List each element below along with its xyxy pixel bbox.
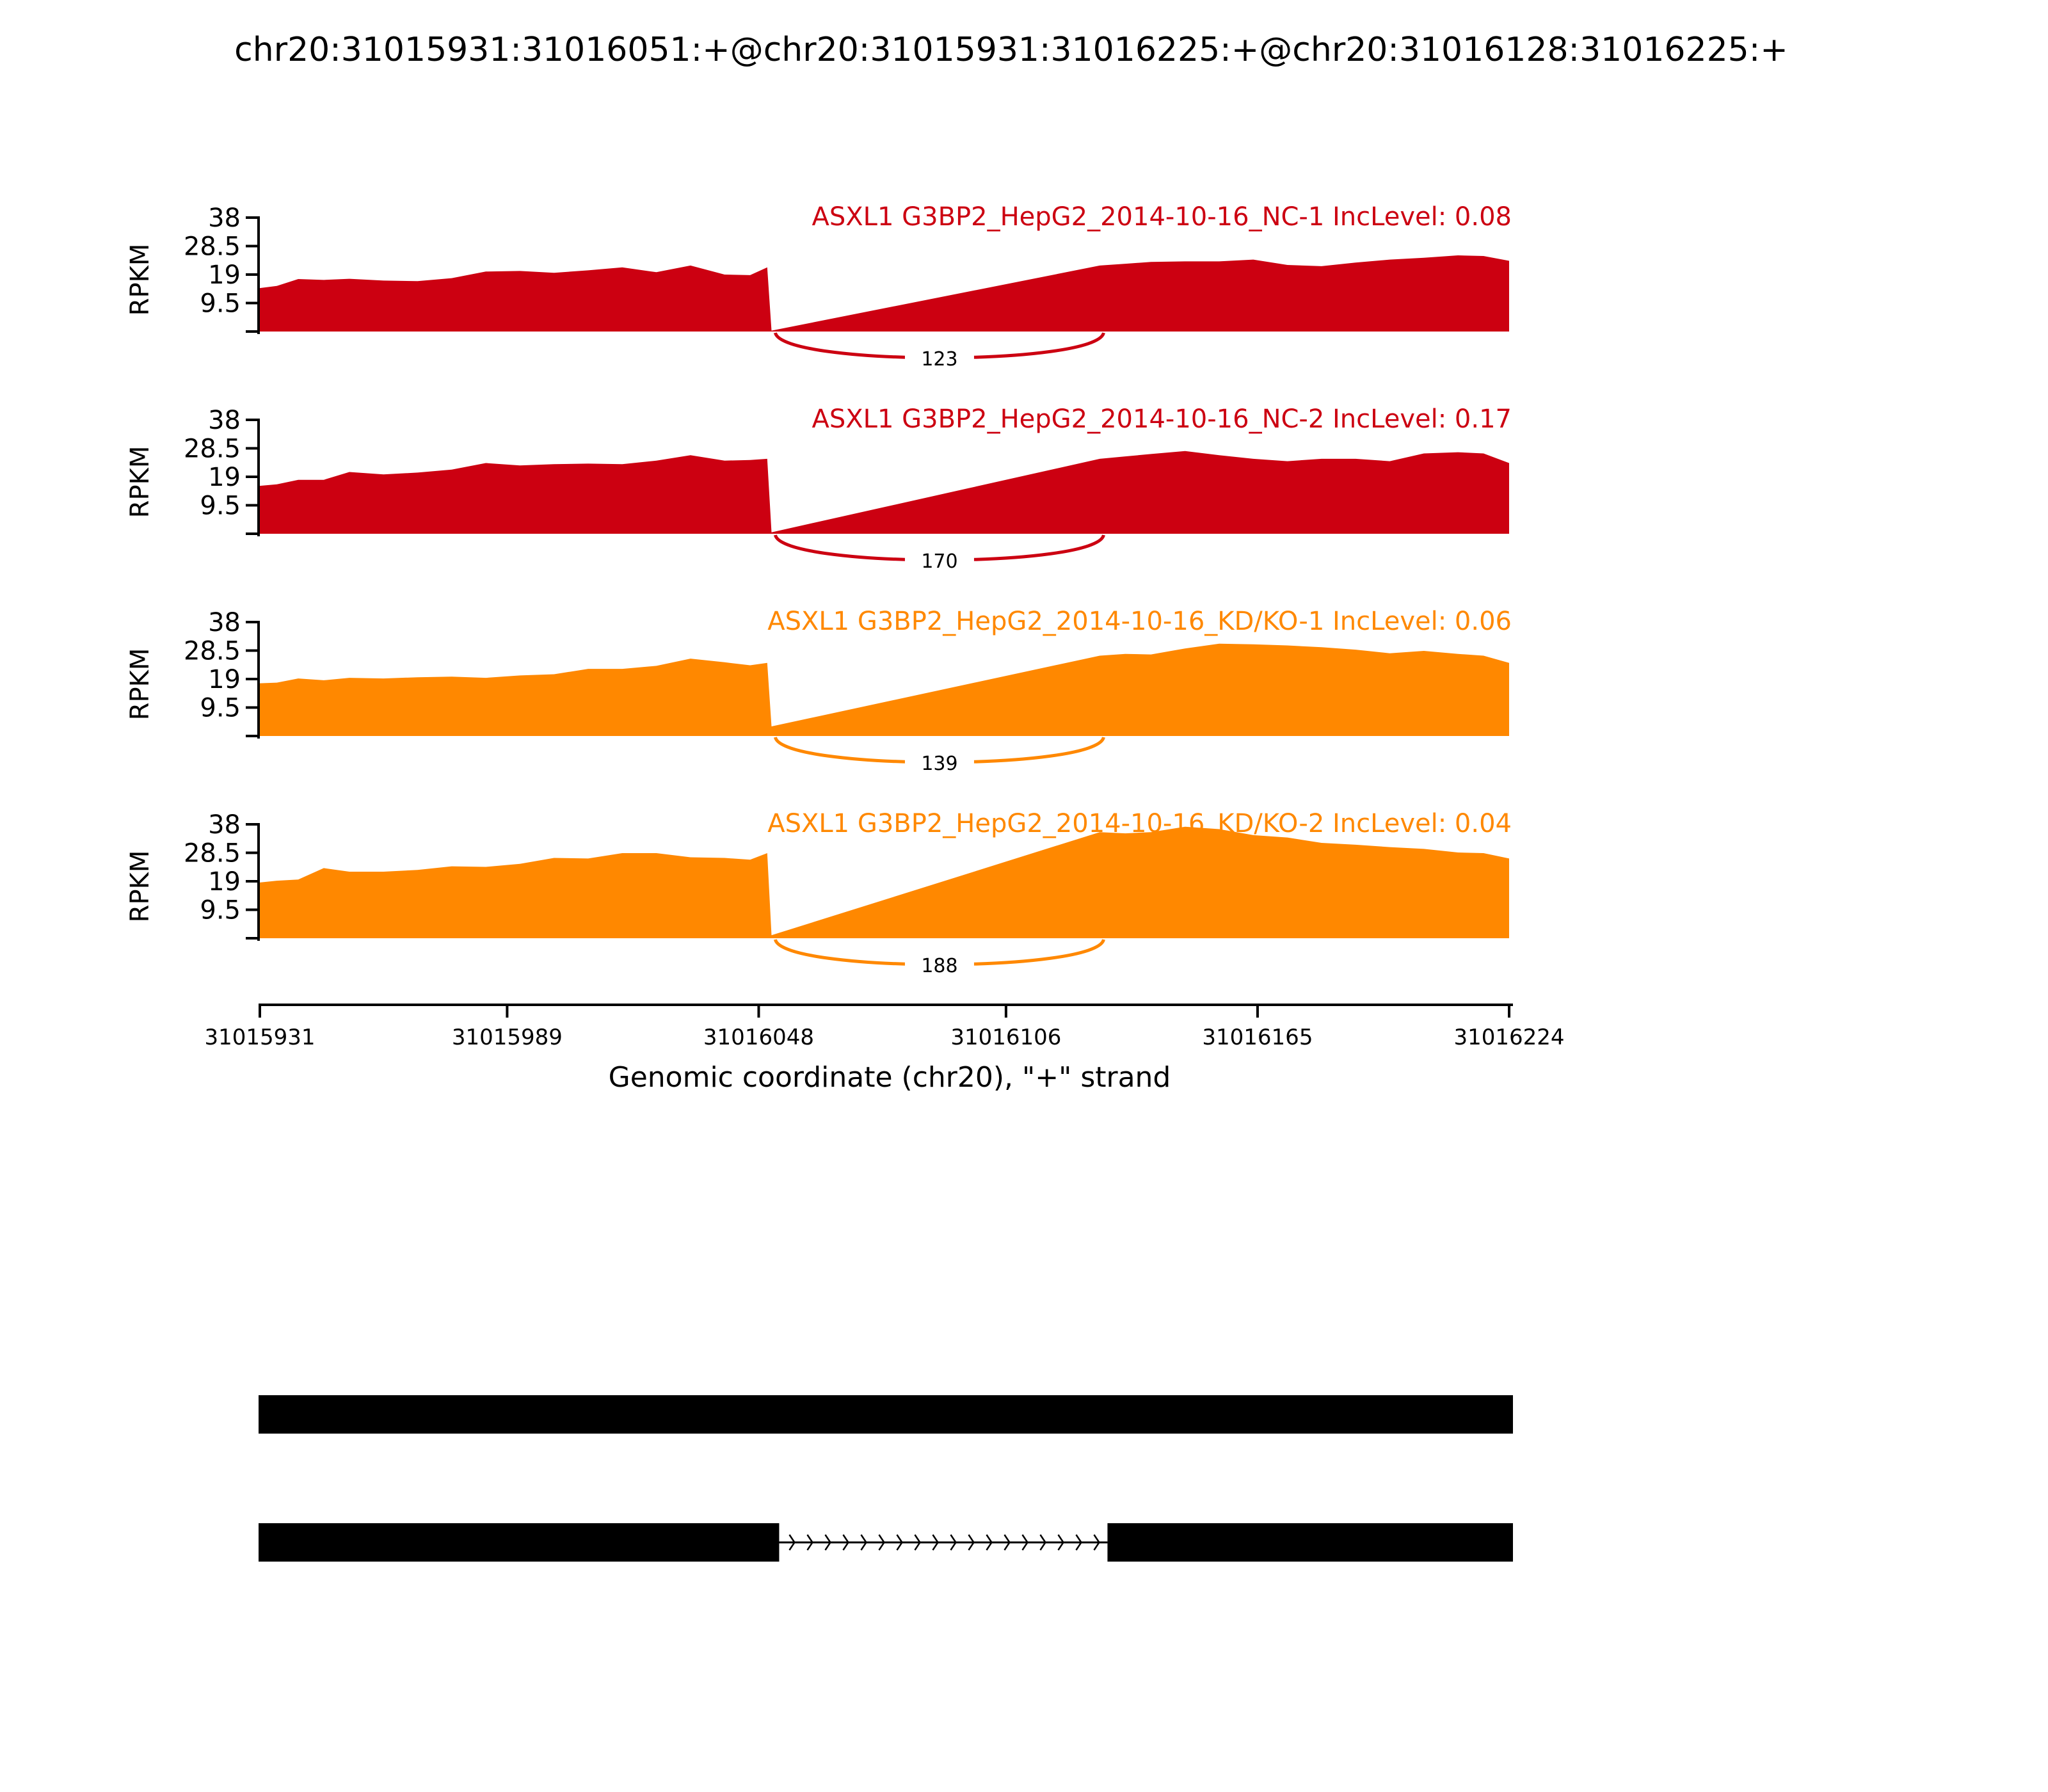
coverage-area: [260, 255, 1509, 332]
junction-label-bg: [904, 751, 974, 774]
y-axis-label: RPKM: [125, 851, 155, 923]
sample-label: ASXL1 G3BP2_HepG2_2014-10-16_KD/KO-2 Inc…: [767, 809, 1512, 838]
intron-arrow: [1021, 1534, 1028, 1551]
y-tick-label: 28.5: [184, 232, 241, 262]
y-tick-label: 9.5: [200, 694, 241, 723]
intron-arrow: [950, 1534, 957, 1551]
intron-arrow: [878, 1534, 885, 1551]
x-tick-label: 31016224: [1453, 1025, 1564, 1050]
x-tick-label: 31015931: [204, 1025, 315, 1050]
intron-arrow: [788, 1534, 796, 1551]
isoform-diagram: [259, 1395, 1513, 1562]
sample-label: ASXL1 G3BP2_HepG2_2014-10-16_NC-1 IncLev…: [812, 202, 1512, 232]
intron-arrow: [932, 1534, 939, 1551]
junction-count-label: 170: [921, 550, 957, 573]
x-tick-label: 31016048: [703, 1025, 814, 1050]
intron-arrow: [968, 1534, 975, 1551]
intron-arrow: [1093, 1534, 1100, 1551]
y-tick-label: 19: [208, 867, 241, 897]
x-axis-label: Genomic coordinate (chr20), "+" strand: [609, 1061, 1171, 1094]
y-tick-label: 28.5: [184, 839, 241, 868]
intron-arrow: [860, 1534, 867, 1551]
junction-count-label: 123: [921, 348, 957, 371]
y-tick-label: 9.5: [200, 289, 241, 319]
intron-arrow: [986, 1534, 993, 1551]
y-tick-label: 19: [208, 260, 241, 290]
y-tick-label: 38: [208, 406, 241, 435]
exon-block: [259, 1523, 780, 1562]
x-tick-label: 31016106: [950, 1025, 1061, 1050]
junction-label-bg: [904, 549, 974, 572]
coverage-area: [260, 451, 1509, 534]
y-tick-label: 9.5: [200, 896, 241, 925]
intron-arrow: [842, 1534, 849, 1551]
x-tick-label: 31016165: [1202, 1025, 1313, 1050]
intron-arrow: [1004, 1534, 1011, 1551]
y-tick-label: 19: [208, 665, 241, 694]
isoform-track: [259, 1395, 1513, 1434]
y-tick-label: 19: [208, 463, 241, 492]
x-axis: 31015931 31015989 31016048 31016106 31016165…: [204, 1004, 1565, 1050]
sample-label: ASXL1 G3BP2_HepG2_2014-10-16_KD/KO-1 Inc…: [767, 607, 1512, 636]
exon-block: [1107, 1523, 1513, 1562]
y-tick-label: 28.5: [184, 637, 241, 666]
y-tick-label: 38: [208, 608, 241, 637]
intron-arrow: [806, 1534, 813, 1551]
sample-label: ASXL1 G3BP2_HepG2_2014-10-16_NC-2 IncLev…: [812, 404, 1512, 434]
y-tick-label: 38: [208, 810, 241, 840]
junction-label-bg: [904, 954, 974, 977]
y-tick-label: 38: [208, 204, 241, 233]
y-tick-label: 28.5: [184, 435, 241, 464]
junction-count-label: 139: [921, 753, 957, 775]
intron-arrow: [1075, 1534, 1082, 1551]
coverage-area: [260, 643, 1509, 736]
intron-arrow: [824, 1534, 831, 1551]
junction-label-bg: [904, 347, 974, 370]
x-tick-label: 31015989: [452, 1025, 563, 1050]
y-axis-label: RPKM: [125, 446, 155, 518]
intron-arrow: [896, 1534, 903, 1551]
y-tick-label: 9.5: [200, 492, 241, 521]
y-axis-label: RPKM: [125, 648, 155, 721]
intron-arrow: [1039, 1534, 1046, 1551]
exon-block: [259, 1395, 1513, 1434]
intron-arrow: [914, 1534, 921, 1551]
y-axis-label: RPKM: [125, 244, 155, 316]
chart-title: chr20:31015931:31016051:+@chr20:31015931…: [234, 31, 1788, 69]
junction-count-label: 188: [921, 955, 957, 977]
isoform-track: [259, 1523, 1513, 1562]
intron-arrow: [1057, 1534, 1064, 1551]
coverage-area: [260, 826, 1509, 938]
